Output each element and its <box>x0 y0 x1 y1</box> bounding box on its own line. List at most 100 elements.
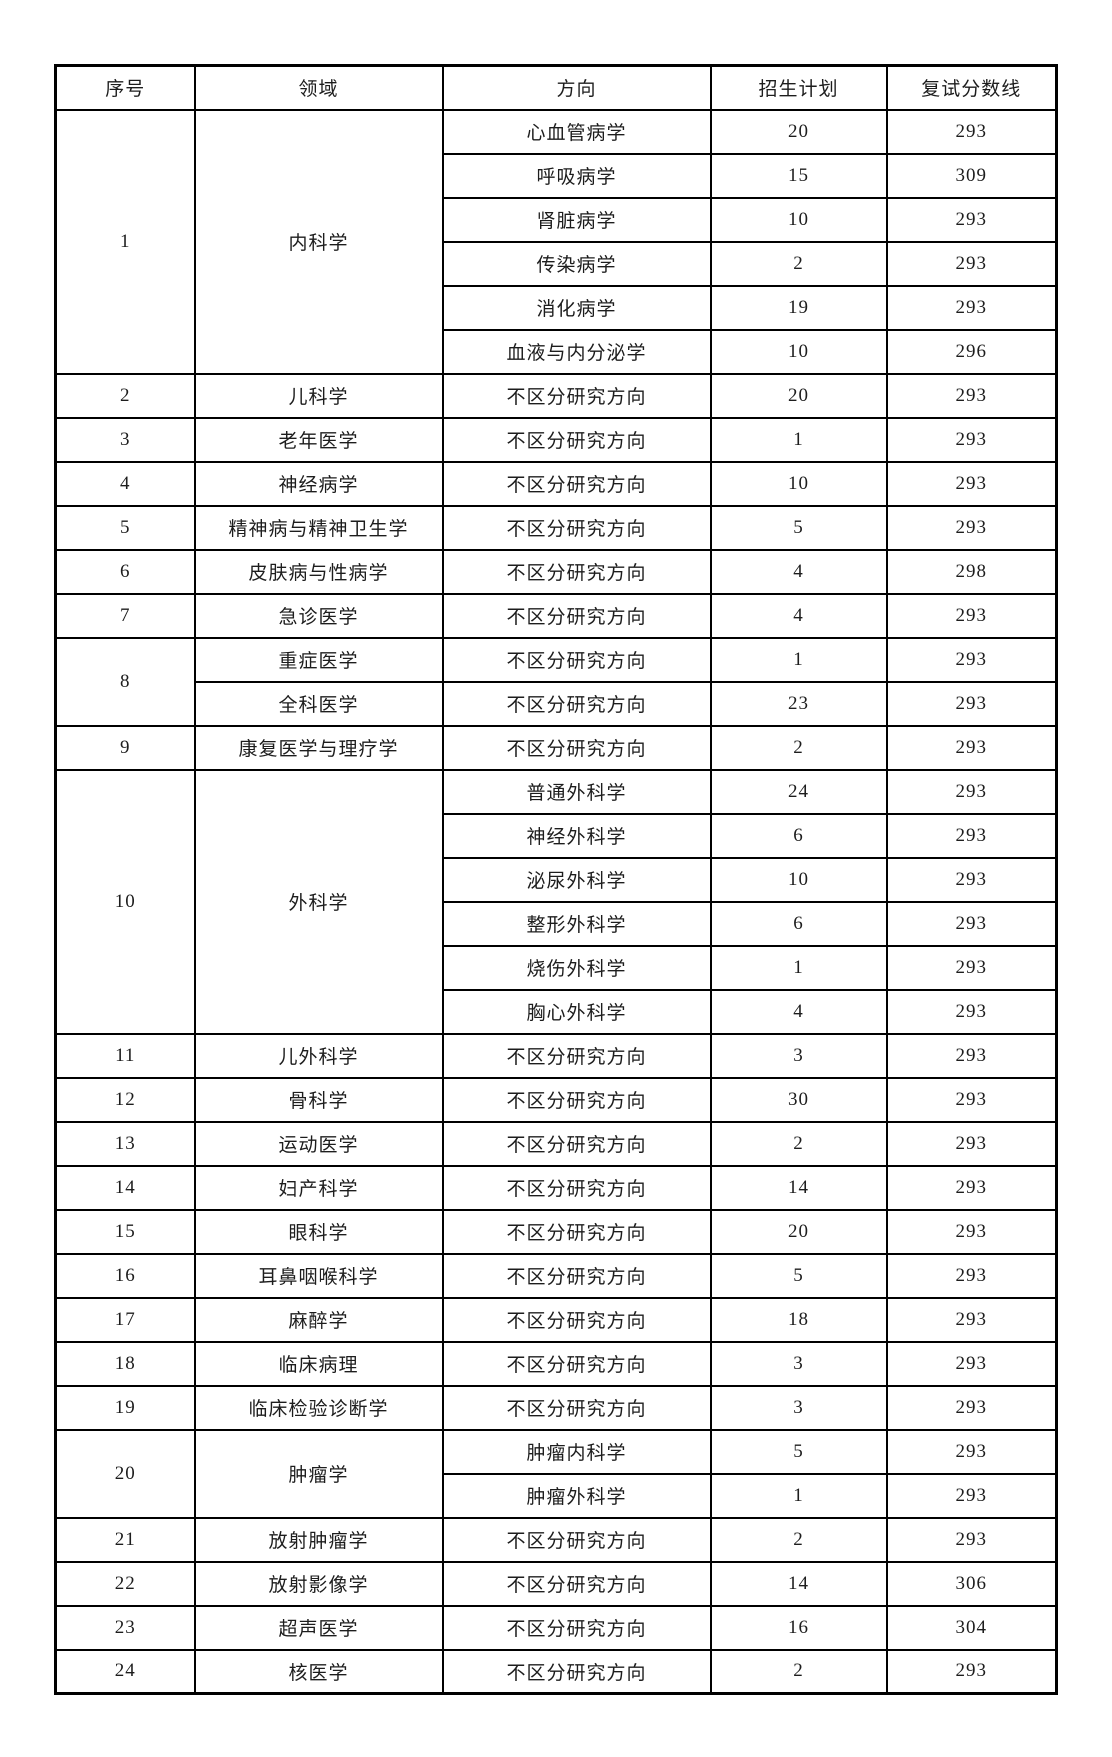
direction-cell: 消化病学 <box>441 284 712 331</box>
direction-cell: 普通外科学 <box>441 768 712 815</box>
table-row: 呼吸病学 15 309 <box>56 152 1058 199</box>
field-cell: 放射影像学 <box>193 1560 444 1607</box>
seq-cell: 6 <box>54 548 196 595</box>
field-cell: 妇产科学 <box>193 1164 444 1211</box>
seq-cell: 2 <box>54 372 196 419</box>
direction-cell: 胸心外科学 <box>441 988 712 1035</box>
field-cell: 临床病理 <box>193 1340 444 1387</box>
table-row: 16 耳鼻咽喉科学 不区分研究方向 5 293 <box>54 1252 1058 1299</box>
score-cell: 293 <box>885 460 1058 507</box>
table-row: 7 急诊医学 不区分研究方向 4 293 <box>54 592 1058 639</box>
direction-cell: 神经外科学 <box>441 812 712 859</box>
score-cell: 293 <box>885 1164 1058 1211</box>
score-cell: 293 <box>885 1648 1058 1695</box>
seq-cell: 15 <box>54 1208 196 1255</box>
score-cell: 293 <box>885 108 1058 155</box>
plan-cell: 2 <box>709 240 888 287</box>
table-row: 11 儿外科学 不区分研究方向 3 293 <box>54 1032 1058 1079</box>
table-row: 23 超声医学 不区分研究方向 16 304 <box>54 1604 1058 1651</box>
field-cell: 内科学 <box>193 108 444 375</box>
plan-cell: 3 <box>709 1384 888 1431</box>
plan-cell: 20 <box>709 108 888 155</box>
score-cell: 293 <box>885 504 1058 551</box>
field-cell: 骨科学 <box>193 1076 444 1123</box>
table-row: 6 皮肤病与性病学 不区分研究方向 4 298 <box>54 548 1058 595</box>
col-seq: 序号 <box>54 64 196 111</box>
field-cell: 临床检验诊断学 <box>193 1384 444 1431</box>
field-cell: 超声医学 <box>193 1604 444 1651</box>
field-cell: 眼科学 <box>193 1208 444 1255</box>
plan-cell: 6 <box>709 812 888 859</box>
table-row: 22 放射影像学 不区分研究方向 14 306 <box>54 1560 1058 1607</box>
seq-cell: 9 <box>54 724 196 771</box>
seq-cell: 12 <box>54 1076 196 1123</box>
seq-cell: 8 <box>54 636 196 727</box>
score-cell: 293 <box>885 900 1058 947</box>
table-row: 全科医学 不区分研究方向 23 293 <box>56 680 1058 727</box>
score-cell: 293 <box>885 592 1058 639</box>
plan-cell: 10 <box>709 196 888 243</box>
score-cell: 304 <box>885 1604 1058 1651</box>
plan-cell: 1 <box>709 636 888 683</box>
plan-cell: 4 <box>709 548 888 595</box>
plan-cell: 18 <box>709 1296 888 1343</box>
direction-cell: 不区分研究方向 <box>441 1208 712 1255</box>
score-cell: 293 <box>885 372 1058 419</box>
table-row: 10 外科学 普通外科学 24 293 <box>54 768 1058 1035</box>
table-row: 烧伤外科学 1 293 <box>56 944 1058 991</box>
table-row: 3 老年医学 不区分研究方向 1 293 <box>54 416 1058 463</box>
table-row: 18 临床病理 不区分研究方向 3 293 <box>54 1340 1058 1387</box>
table-row: 肿瘤外科学 1 293 <box>56 1472 1058 1519</box>
seq-cell: 24 <box>54 1648 196 1695</box>
plan-cell: 20 <box>709 1208 888 1255</box>
field-cell: 皮肤病与性病学 <box>193 548 444 595</box>
plan-cell: 1 <box>709 416 888 463</box>
field-cell: 康复医学与理疗学 <box>193 724 444 771</box>
score-cell: 293 <box>885 1384 1058 1431</box>
score-cell: 293 <box>885 1032 1058 1079</box>
score-cell: 293 <box>885 724 1058 771</box>
table-row: 17 麻醉学 不区分研究方向 18 293 <box>54 1296 1058 1343</box>
field-cell: 肿瘤学 <box>193 1428 444 1519</box>
score-cell: 293 <box>885 196 1058 243</box>
plan-cell: 6 <box>709 900 888 947</box>
plan-cell: 4 <box>709 592 888 639</box>
table-body: 1 内科学 心血管病学 20 293 呼吸病学 15 309 肾脏病学 10 293 传染病学 2 293… <box>54 108 1058 1695</box>
direction-cell: 呼吸病学 <box>441 152 712 199</box>
plan-cell: 1 <box>709 1472 888 1519</box>
direction-cell: 不区分研究方向 <box>441 1252 712 1299</box>
admission-score-table: 序号 领域 方向 招生计划 复试分数线 1 内科学 心血管病学 20 293 呼吸病学 15 309 肾… <box>54 64 1058 1695</box>
col-field: 领域 <box>193 64 444 111</box>
field-cell: 急诊医学 <box>193 592 444 639</box>
direction-cell: 心血管病学 <box>441 108 712 155</box>
field-cell: 放射肿瘤学 <box>193 1516 444 1563</box>
field-cell: 核医学 <box>193 1648 444 1695</box>
table-row: 4 神经病学 不区分研究方向 10 293 <box>54 460 1058 507</box>
table-row: 24 核医学 不区分研究方向 2 293 <box>54 1648 1058 1695</box>
direction-cell: 整形外科学 <box>441 900 712 947</box>
table-row: 传染病学 2 293 <box>56 240 1058 287</box>
table-row: 泌尿外科学 10 293 <box>56 856 1058 903</box>
plan-cell: 1 <box>709 944 888 991</box>
table-row: 5 精神病与精神卫生学 不区分研究方向 5 293 <box>54 504 1058 551</box>
seq-cell: 22 <box>54 1560 196 1607</box>
plan-cell: 2 <box>709 1648 888 1695</box>
direction-cell: 不区分研究方向 <box>441 416 712 463</box>
plan-cell: 19 <box>709 284 888 331</box>
score-cell: 293 <box>885 1208 1058 1255</box>
field-cell: 老年医学 <box>193 416 444 463</box>
field-cell: 儿外科学 <box>193 1032 444 1079</box>
table-row: 19 临床检验诊断学 不区分研究方向 3 293 <box>54 1384 1058 1431</box>
field-cell: 耳鼻咽喉科学 <box>193 1252 444 1299</box>
table-row: 消化病学 19 293 <box>56 284 1058 331</box>
score-cell: 306 <box>885 1560 1058 1607</box>
plan-cell: 2 <box>709 1120 888 1167</box>
table-row: 21 放射肿瘤学 不区分研究方向 2 293 <box>54 1516 1058 1563</box>
table-row: 肾脏病学 10 293 <box>56 196 1058 243</box>
score-cell: 293 <box>885 768 1058 815</box>
direction-cell: 不区分研究方向 <box>441 548 712 595</box>
plan-cell: 24 <box>709 768 888 815</box>
plan-cell: 14 <box>709 1560 888 1607</box>
table-row: 20 肿瘤学 肿瘤内科学 5 293 <box>54 1428 1058 1519</box>
